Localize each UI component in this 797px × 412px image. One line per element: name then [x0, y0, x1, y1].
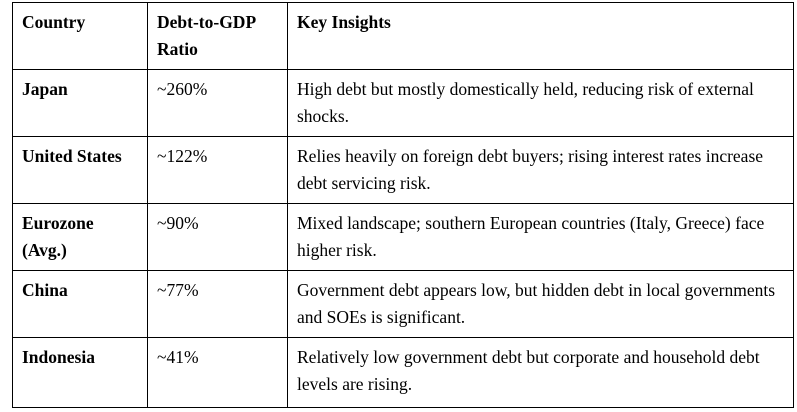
table-row: China ~77% Government debt appears low, …	[12, 270, 794, 338]
country-cell: United States	[12, 136, 148, 204]
table-header-row: Country Debt-to-GDP Ratio Key Insights	[12, 2, 794, 70]
insight-cell: Mixed landscape; southern European count…	[287, 203, 794, 271]
header-debt-to-gdp-ratio: Debt-to-GDP Ratio	[147, 2, 288, 70]
header-country: Country	[12, 2, 148, 70]
insight-cell: Relatively low government debt but corpo…	[287, 337, 794, 408]
ratio-cell: ~77%	[147, 270, 288, 338]
country-cell: Japan	[12, 69, 148, 137]
insight-cell: Government debt appears low, but hidden …	[287, 270, 794, 338]
header-key-insights: Key Insights	[287, 2, 794, 70]
table-row: Eurozone (Avg.) ~90% Mixed landscape; so…	[12, 203, 794, 271]
ratio-cell: ~260%	[147, 69, 288, 137]
country-cell: Eurozone (Avg.)	[12, 203, 148, 271]
table-row: Indonesia ~41% Relatively low government…	[12, 337, 794, 408]
insight-cell: Relies heavily on foreign debt buyers; r…	[287, 136, 794, 204]
insight-cell: High debt but mostly domestically held, …	[287, 69, 794, 137]
debt-to-gdp-table: Country Debt-to-GDP Ratio Key Insights J…	[12, 2, 794, 408]
ratio-cell: ~41%	[147, 337, 288, 408]
table-row: Japan ~260% High debt but mostly domesti…	[12, 69, 794, 137]
country-cell: Indonesia	[12, 337, 148, 408]
table-row: United States ~122% Relies heavily on fo…	[12, 136, 794, 204]
ratio-cell: ~90%	[147, 203, 288, 271]
country-cell: China	[12, 270, 148, 338]
ratio-cell: ~122%	[147, 136, 288, 204]
